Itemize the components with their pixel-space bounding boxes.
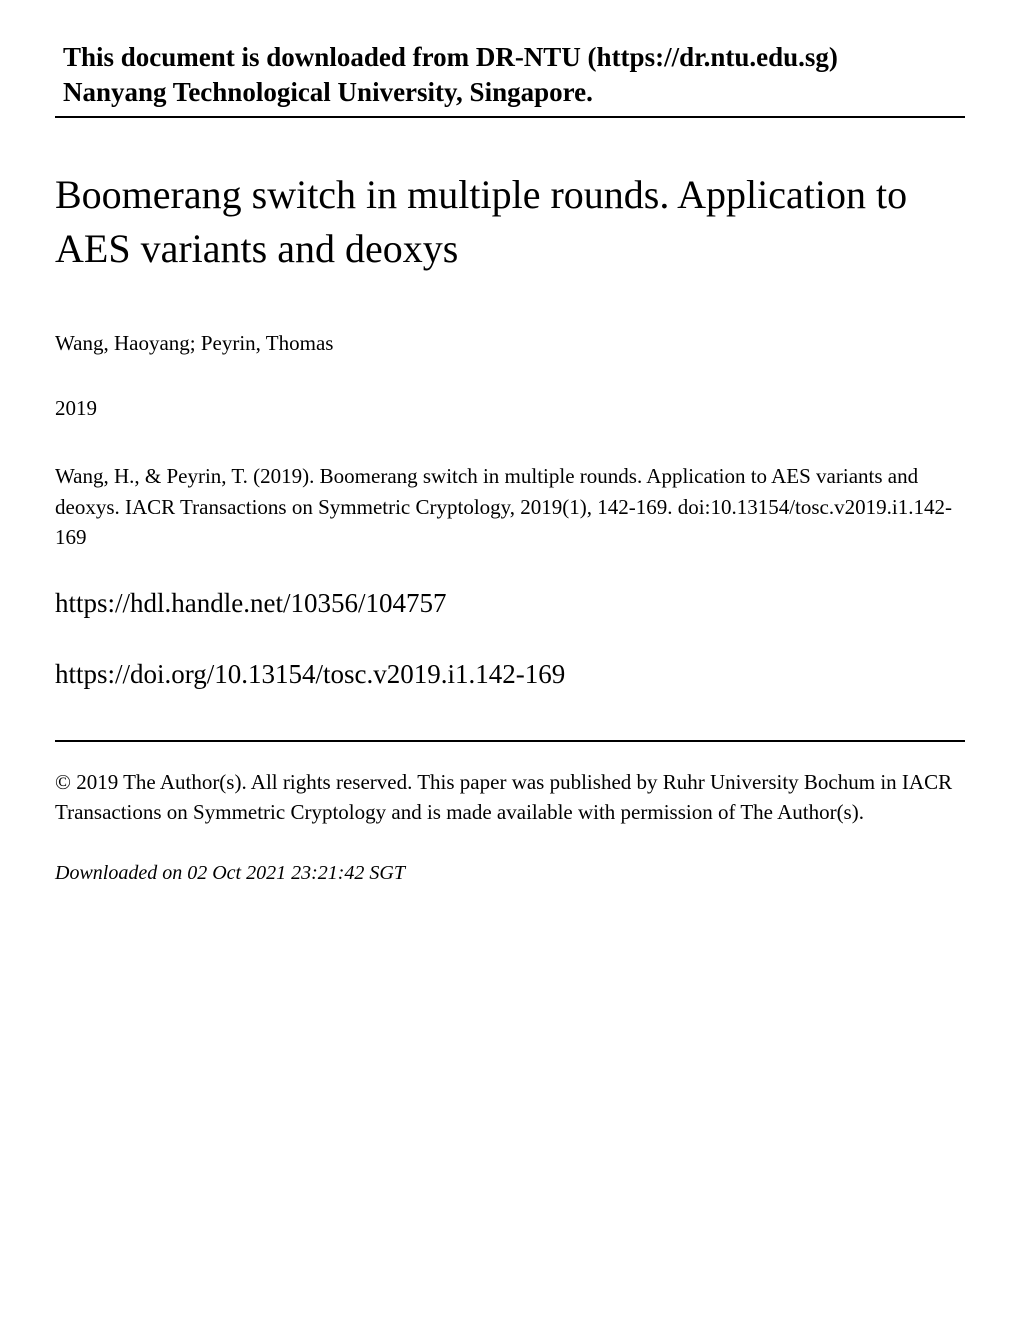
header-line-1: This document is downloaded from DR-NTU … xyxy=(55,40,965,75)
doi-url[interactable]: https://doi.org/10.13154/tosc.v2019.i1.1… xyxy=(55,659,965,690)
download-timestamp: Downloaded on 02 Oct 2021 23:21:42 SGT xyxy=(55,862,965,885)
paper-title: Boomerang switch in multiple rounds. App… xyxy=(55,168,965,276)
repository-header: This document is downloaded from DR-NTU … xyxy=(55,40,965,118)
header-line-2: Nanyang Technological University, Singap… xyxy=(55,75,965,110)
publication-year: 2019 xyxy=(55,396,965,421)
copyright-notice: © 2019 The Author(s). All rights reserve… xyxy=(55,767,965,828)
authors: Wang, Haoyang; Peyrin, Thomas xyxy=(55,331,965,356)
handle-url[interactable]: https://hdl.handle.net/10356/104757 xyxy=(55,588,965,619)
citation-text: Wang, H., & Peyrin, T. (2019). Boomerang… xyxy=(55,461,965,552)
section-divider xyxy=(55,740,965,742)
